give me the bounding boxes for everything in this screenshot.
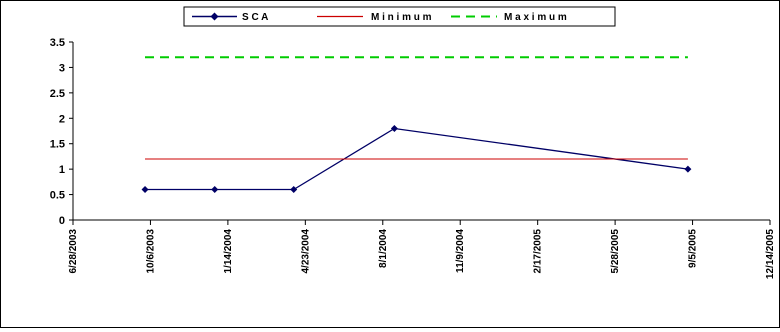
plot-area: 0 0.5 1 1.5 2 2.5 3 3.5 6/28/2003 10/6/2003 1/14/2… [50, 37, 776, 279]
x-tick-label: 1/14/2004 [223, 229, 234, 274]
legend: S C A M i n i m u m M a x i m u m [183, 6, 616, 27]
legend-minimum-label: M i n i m u m [371, 12, 432, 23]
x-tick-label: 4/23/2004 [300, 229, 311, 274]
series-point-sca [390, 124, 398, 132]
y-tick-label: 3 [59, 62, 65, 74]
y-tick-label: 3.5 [50, 37, 65, 49]
x-tick-label: 10/6/2003 [145, 229, 156, 274]
x-tick-label: 2/17/2005 [533, 229, 544, 274]
x-tick-label: 9/5/2005 [688, 229, 699, 268]
x-tick-label: 8/1/2004 [378, 229, 389, 268]
legend-sca-marker [210, 12, 219, 21]
y-tick-label: 1 [59, 164, 65, 176]
x-tick-label: 6/28/2003 [68, 229, 79, 274]
y-tick-label: 0 [59, 215, 65, 227]
series-point-sca [141, 185, 149, 193]
y-tick-label: 0.5 [50, 190, 65, 202]
series-point-sca [211, 185, 219, 193]
series-point-sca [290, 185, 298, 193]
series-point-sca [684, 165, 692, 173]
legend-maximum-label: M a x i m u m [504, 12, 567, 23]
legend-box [183, 6, 616, 27]
x-tick-label: 12/14/2005 [765, 229, 776, 279]
x-tick-label: 11/9/2004 [455, 229, 466, 273]
legend-sca-label: S C A [242, 12, 268, 23]
y-tick-label: 2.5 [50, 88, 65, 100]
y-tick-label: 1.5 [50, 139, 65, 151]
x-tick-label: 5/28/2005 [610, 229, 621, 274]
y-tick-label: 2 [59, 113, 65, 125]
line-chart: 0 0.5 1 1.5 2 2.5 3 3.5 6/28/2003 10/6/2003 1/14/2… [50, 6, 776, 279]
